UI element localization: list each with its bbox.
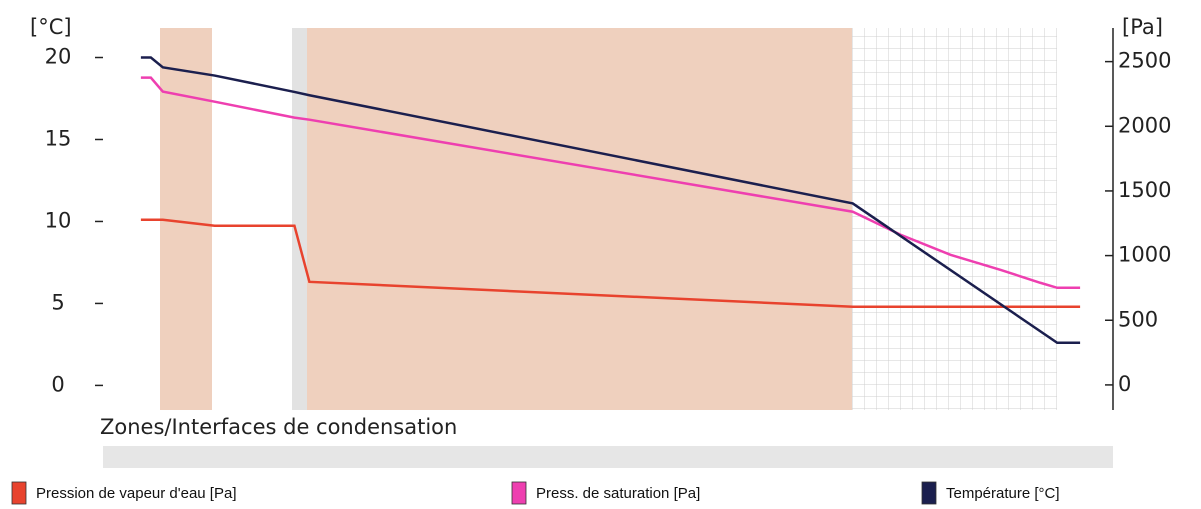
y2-tick-label: 1000: [1118, 243, 1171, 267]
layer: [160, 28, 212, 410]
layers: [160, 28, 1057, 410]
y-axis-label: [°C]: [30, 15, 72, 39]
legend-label: Température [°C]: [946, 485, 1060, 502]
y-tick-label: 15: [45, 126, 72, 150]
layer: [292, 28, 307, 410]
plot: 0 5 10 15 20 0 500 1000 1500 2000 2500: [45, 45, 1172, 397]
y2-axis-label: [Pa]: [1122, 15, 1163, 39]
series-line: [140, 218, 1081, 309]
annotation: Zones/Interfaces de condensation: [100, 415, 457, 439]
y2-tick-label: 0: [1118, 372, 1131, 396]
series-line: [140, 76, 1081, 290]
y2-tick-label: 1500: [1118, 178, 1171, 202]
y-tick-label: 5: [51, 290, 64, 314]
layer: [307, 28, 852, 410]
y-tick-label: 0: [51, 372, 64, 396]
series-line: [140, 56, 1081, 345]
legend-label: Press. de saturation [Pa]: [536, 485, 700, 502]
y2-tick-label: 500: [1118, 307, 1158, 331]
legend-swatch: [921, 481, 937, 505]
legend-swatch: [11, 481, 27, 505]
layer: [852, 28, 1057, 410]
y-tick-label: 20: [45, 45, 72, 69]
legend: Pression de vapeur d'eau [Pa] Press. de s…: [11, 481, 1060, 505]
legend-label: Pression de vapeur d'eau [Pa]: [36, 485, 237, 502]
legend-swatch: [511, 481, 527, 505]
condensation-bar: [103, 446, 1113, 468]
y2-tick-label: 2000: [1118, 113, 1171, 137]
y-tick-label: 10: [45, 208, 72, 232]
y2-tick-label: 2500: [1118, 49, 1171, 73]
